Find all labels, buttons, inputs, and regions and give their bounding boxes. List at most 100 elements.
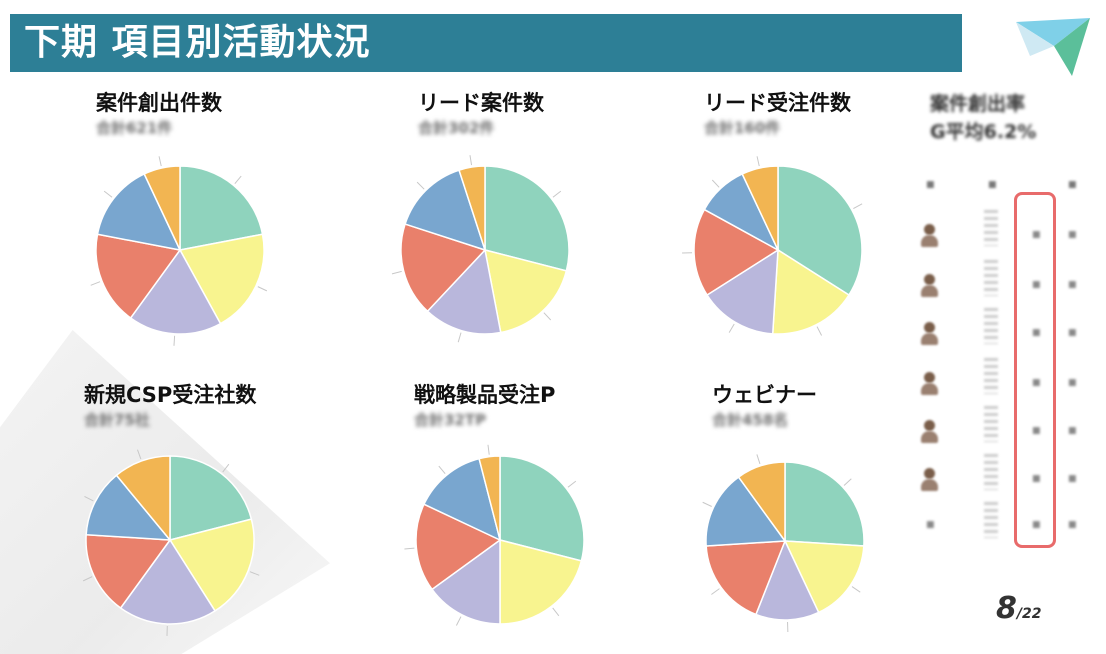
leader-line bbox=[158, 156, 162, 167]
chart-subtitle: 合計458名 bbox=[712, 411, 789, 429]
avatar bbox=[918, 418, 940, 448]
leader-line bbox=[756, 156, 760, 167]
value-cell: ■ bbox=[1068, 520, 1077, 530]
chart-subtitle: 合計160件 bbox=[704, 119, 781, 137]
name-cell bbox=[984, 502, 998, 538]
pie-slice bbox=[693, 208, 780, 297]
value-cell: ■ bbox=[1032, 378, 1041, 388]
value-cell: ■ bbox=[1032, 426, 1041, 436]
page-current: 8 bbox=[996, 591, 1017, 626]
leader-line bbox=[137, 449, 142, 460]
page-total: /22 bbox=[1016, 606, 1042, 622]
highlight-box bbox=[1014, 192, 1056, 548]
leader-line bbox=[843, 478, 852, 486]
pie-slice bbox=[426, 248, 502, 335]
leader-line bbox=[469, 155, 473, 166]
name-cell bbox=[984, 454, 998, 490]
avatar bbox=[918, 466, 940, 496]
leader-line bbox=[173, 335, 176, 346]
avatar bbox=[918, 272, 940, 302]
chart-title: 新規CSP受注社数 bbox=[84, 383, 257, 407]
leader-line bbox=[404, 547, 415, 550]
leader-line bbox=[438, 465, 446, 475]
pie-slice bbox=[400, 223, 487, 313]
chart-title: リード案件数 bbox=[418, 91, 544, 115]
pie-slice bbox=[705, 540, 787, 616]
name-cell bbox=[984, 358, 998, 394]
leader-line bbox=[702, 501, 712, 507]
value-cell: ■ bbox=[1068, 474, 1077, 484]
leader-line bbox=[257, 286, 268, 292]
leader-line bbox=[711, 588, 720, 595]
rate-title: 案件創出率 bbox=[930, 93, 1026, 115]
pie-svg bbox=[391, 155, 570, 343]
value-cell: ■ bbox=[1068, 426, 1077, 436]
leader-line bbox=[543, 312, 552, 321]
chart-subtitle: 合計32TP bbox=[414, 411, 487, 429]
leader-line bbox=[711, 179, 720, 188]
pie-slice bbox=[484, 248, 568, 334]
leader-line bbox=[416, 181, 425, 190]
pie-slice bbox=[499, 455, 585, 562]
pie-slice bbox=[430, 538, 501, 625]
pie-slice bbox=[85, 474, 172, 541]
pie-slice bbox=[129, 248, 222, 335]
pie-slice bbox=[783, 540, 865, 614]
leader-line bbox=[391, 270, 402, 275]
leader-line bbox=[234, 175, 242, 185]
value-cell: ■ bbox=[926, 520, 935, 530]
pie-slice bbox=[115, 455, 171, 543]
leader-line bbox=[90, 281, 101, 286]
name-cell bbox=[984, 406, 998, 442]
pie-slice bbox=[169, 455, 253, 541]
pie-slice bbox=[478, 455, 501, 541]
leader-line bbox=[552, 190, 562, 198]
value-cell: ■ bbox=[1068, 230, 1077, 240]
pie-slice bbox=[771, 248, 850, 335]
pie-slice bbox=[119, 538, 217, 625]
chart-subtitle: 合計621件 bbox=[96, 119, 173, 137]
avatar bbox=[918, 222, 940, 252]
leader-line bbox=[487, 444, 490, 455]
leader-line bbox=[249, 571, 260, 576]
pie-slice bbox=[706, 248, 779, 335]
chart-title: 戦略製品受注P bbox=[414, 383, 556, 407]
pie-slice bbox=[95, 233, 182, 320]
title-bar: 下期 項目別活動状況 bbox=[10, 14, 962, 72]
leader-line bbox=[82, 576, 93, 582]
leader-line bbox=[728, 323, 735, 333]
pie-slice bbox=[178, 233, 265, 325]
pie-slice bbox=[784, 461, 865, 547]
pie-slice bbox=[484, 165, 570, 272]
pie-svg bbox=[682, 156, 863, 336]
pie-slice bbox=[458, 165, 486, 251]
value-cell: ■ bbox=[1032, 474, 1041, 484]
chart-title: 案件創出件数 bbox=[96, 91, 222, 115]
leader-line bbox=[222, 463, 230, 473]
pie-slice bbox=[168, 518, 255, 612]
pie-slice bbox=[179, 165, 264, 251]
column-header: ■ bbox=[988, 180, 997, 190]
slide-title: 下期 項目別活動状況 bbox=[24, 22, 371, 63]
leader-line bbox=[84, 495, 94, 502]
leader-line bbox=[567, 480, 577, 488]
rate-value: G平均6.2% bbox=[930, 121, 1037, 143]
pie-svg bbox=[702, 454, 865, 632]
value-cell: ■ bbox=[1032, 520, 1041, 530]
pie-svg bbox=[404, 444, 585, 626]
pie-slice bbox=[754, 539, 820, 621]
chart-title: ウェビナー bbox=[712, 383, 817, 407]
value-cell: ■ bbox=[1068, 280, 1077, 290]
name-cell bbox=[984, 308, 998, 344]
chart-subtitle: 合計75社 bbox=[84, 411, 150, 429]
pie-slice bbox=[741, 165, 779, 251]
value-cell: ■ bbox=[1032, 280, 1041, 290]
pie-svg bbox=[82, 449, 260, 636]
avatar bbox=[918, 320, 940, 350]
pie-slice bbox=[737, 461, 786, 544]
leader-line bbox=[853, 203, 863, 210]
value-cell: ■ bbox=[1068, 378, 1077, 388]
logo-icon bbox=[1016, 18, 1090, 76]
pie-slice bbox=[415, 503, 502, 591]
avatar bbox=[918, 370, 940, 400]
